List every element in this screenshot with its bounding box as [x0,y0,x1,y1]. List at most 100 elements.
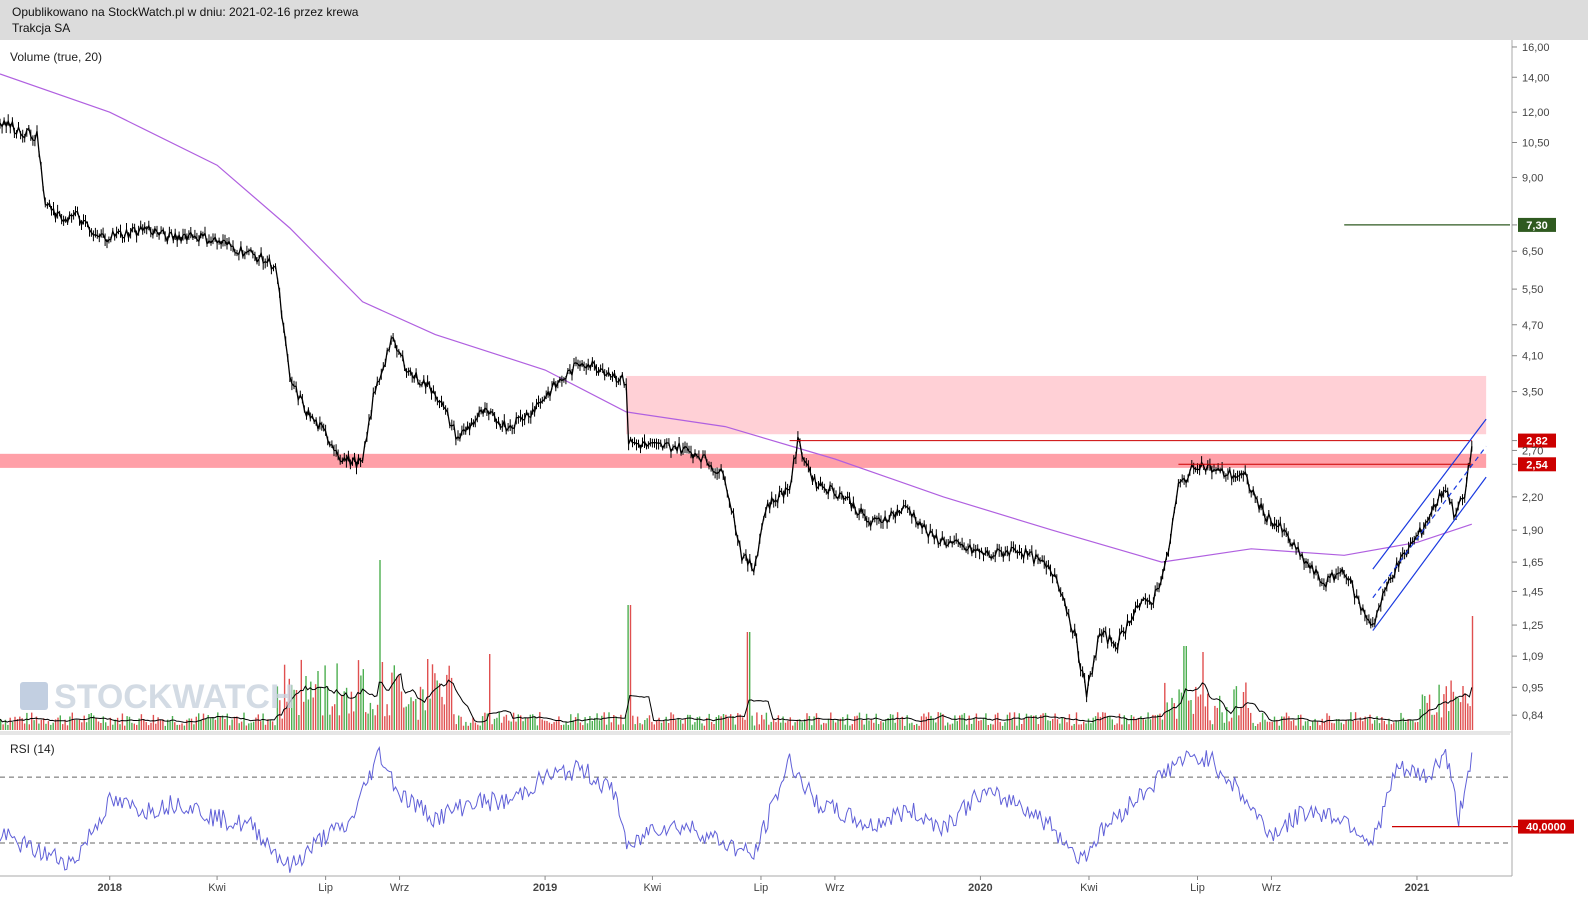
volume-bar [574,717,577,730]
volume-bar [1321,718,1323,730]
volume-bar [226,713,228,730]
volume-bar [1202,652,1204,730]
volume-bar [88,714,90,730]
volume-bar [1400,712,1402,730]
volume-bar [105,722,107,730]
volume-bar [975,713,978,730]
volume-bar [627,605,629,730]
volume-bar [648,715,651,730]
volume-bar [1125,719,1128,730]
volume-bar [1114,724,1116,730]
volume-bar [660,722,663,730]
volume-bar [1290,721,1292,730]
volume-bar [589,716,591,730]
x-tick-label: 2021 [1405,882,1429,894]
volume-bar [722,714,725,730]
volume-bar [1021,724,1023,730]
volume-bar [1001,725,1004,730]
volume-bar [1197,696,1199,730]
volume-bar [45,723,47,730]
volume-bar [1386,724,1388,730]
volume-bar [119,724,121,730]
volume-bar [16,719,19,730]
volume-bar [496,717,498,730]
price-zones [0,375,1487,468]
volume-bar [1023,718,1025,730]
volume-bar [431,664,434,730]
volume-bar [837,719,839,730]
volume-bar [1097,712,1099,730]
volume-bar [419,686,422,730]
volume-bar [281,718,283,730]
volume-bar [598,720,601,730]
volume-bar [450,677,453,730]
volume-bar [1171,697,1173,730]
volume-bar [536,725,539,730]
volume-bar [78,719,81,730]
y-tick-label: 2,20 [1522,492,1543,504]
volume-bar [691,724,694,730]
volume-bar [1044,712,1047,730]
volume-bar [935,722,937,730]
volume-bar [854,716,856,730]
volume-bar [1452,691,1455,730]
volume-bar [1037,724,1040,730]
volume-bar [1092,717,1094,730]
volume-bar [1261,712,1264,730]
volume-bar [448,665,450,730]
volume-bar [675,720,677,730]
volume-bar [386,704,388,730]
volume-bar [1016,725,1018,730]
volume-bar [641,724,644,730]
watermark-text: STOCKWATCH [54,678,295,716]
volume-bar [314,684,317,730]
x-tick-label: Wrz [825,882,844,894]
volume-bar [1228,721,1230,730]
volume-bar [1471,616,1474,730]
volume-bar [1281,716,1283,730]
volume-bar [462,725,465,730]
volume-bar [1192,713,1195,730]
volume-bar [379,560,381,730]
resistance-zone [626,375,1487,435]
volume-bar [489,654,491,730]
volume-bar [808,716,811,730]
volume-bar [1285,712,1288,730]
volume-bar [1462,686,1464,730]
volume-bar [512,712,515,730]
volume-bar [978,720,980,730]
x-tick-label: Wrz [1262,882,1281,894]
volume-bar [193,724,195,730]
volume-bar [706,717,708,730]
volume-bar [916,723,918,730]
price-badge [1518,457,1556,472]
volume-bar [1364,716,1366,730]
volume-bar [455,724,457,730]
volume-bar [274,725,276,730]
volume-bar [353,711,355,730]
volume-bar [741,717,744,730]
volume-bar [749,632,751,730]
volume-bar [1242,692,1245,730]
volume-bar [438,683,441,730]
volume-bar [682,723,684,730]
volume-bar [1011,719,1013,730]
volume-bar [684,718,686,730]
volume-bar [543,720,546,730]
volume-bar [799,719,801,730]
volume-bar [167,719,169,730]
volume-bar [1087,718,1090,730]
y-tick-label: 12,00 [1522,107,1550,119]
volume-bar [238,723,240,730]
volume-bar [885,719,887,730]
volume-bar [348,713,350,730]
volume-bar [381,662,384,730]
volume-bar [93,715,95,730]
volume-bar [758,724,760,730]
volume-bar [629,605,632,730]
x-tick-label: Lip [318,882,333,894]
volume-bar [730,714,732,730]
volume-bar [663,721,665,730]
volume-bar [400,691,403,730]
